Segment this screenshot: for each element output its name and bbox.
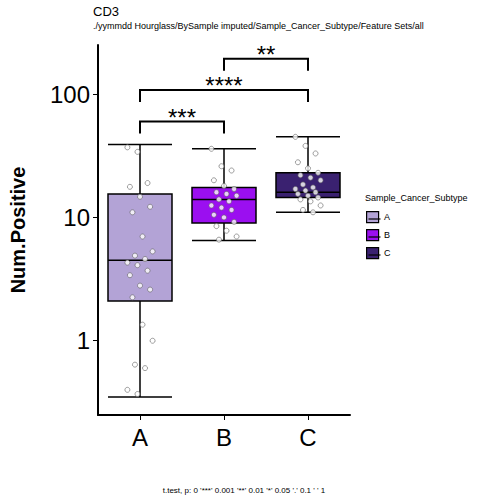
svg-text:100: 100 xyxy=(50,81,90,108)
svg-text:A: A xyxy=(384,212,390,222)
svg-text:B: B xyxy=(216,424,232,451)
svg-text:C: C xyxy=(384,248,391,258)
svg-text:t.test, p: 0 '***' 0.001 '**': t.test, p: 0 '***' 0.001 '**' 0.01 '*' 0… xyxy=(163,486,326,495)
svg-text:***: *** xyxy=(168,104,196,131)
svg-text:A: A xyxy=(132,424,148,451)
svg-text:Num.Positive: Num.Positive xyxy=(7,167,29,294)
svg-text:./yymmdd Hourglass/BySample im: ./yymmdd Hourglass/BySample imputed/Samp… xyxy=(93,21,424,31)
svg-text:1: 1 xyxy=(77,327,90,354)
svg-text:Sample_Cancer_Subtype: Sample_Cancer_Subtype xyxy=(365,193,468,203)
svg-text:****: **** xyxy=(205,72,242,99)
svg-text:C: C xyxy=(299,424,316,451)
svg-text:CD3: CD3 xyxy=(93,4,119,19)
svg-text:10: 10 xyxy=(63,204,90,231)
svg-text:**: ** xyxy=(257,41,276,68)
svg-text:B: B xyxy=(384,230,390,240)
